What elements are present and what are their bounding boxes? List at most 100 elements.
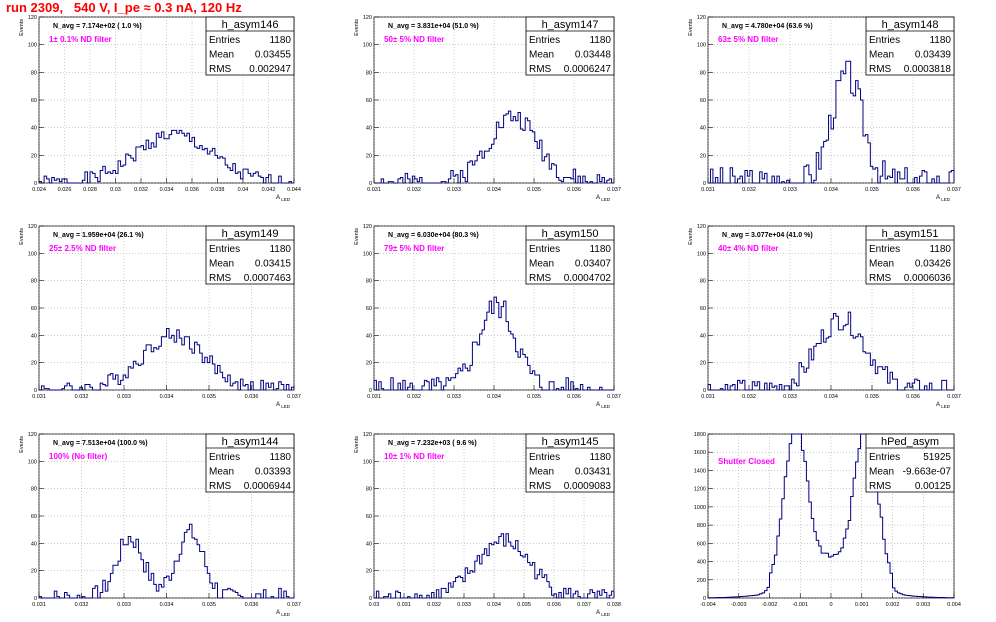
y-tick-label: 100 [697, 43, 706, 49]
stats-key: RMS [209, 64, 232, 75]
stats-value: 0.0009083 [564, 481, 612, 492]
y-tick-label: 0 [34, 181, 37, 187]
stats-value: 0.0006944 [244, 481, 292, 492]
filter-label: 25± 2.5% ND filter [49, 244, 116, 253]
x-axis-label: A LED [596, 195, 611, 202]
y-tick-label: 20 [700, 153, 706, 159]
stats-title: h_asym148 [882, 19, 939, 31]
y-tick-label: 120 [363, 224, 372, 230]
y-tick-label: 1000 [694, 505, 706, 511]
x-tick-label: 0.032 [134, 187, 148, 193]
x-tick-label: 0.034 [487, 602, 501, 608]
stats-key: Mean [209, 467, 234, 478]
stats-title: h_asym149 [222, 228, 279, 240]
filter-label: 10± 1% ND filter [384, 452, 444, 461]
x-tick-label: 0.04 [238, 187, 249, 193]
x-tick-label: 0.037 [947, 187, 961, 193]
x-tick-label: 0.03 [369, 602, 380, 608]
y-tick-label: 120 [363, 15, 372, 21]
x-tick-label: 0.003 [916, 602, 930, 608]
y-tick-label: 80 [31, 487, 37, 493]
navg-text: N_avg = 3.831e+04 (51.0 %) [388, 23, 479, 30]
navg-text: N_avg = 7.513e+04 (100.0 %) [53, 440, 148, 447]
y-tick-label: 0 [369, 596, 372, 602]
y-tick-label: 60 [366, 514, 372, 520]
stats-key: Mean [869, 259, 894, 270]
histogram-line [707, 311, 954, 391]
stats-box [525, 225, 615, 285]
stats-key: RMS [869, 481, 892, 492]
run-title: run 2309, 540 V, I_pe ≈ 0.3 nA, 120 Hz [6, 0, 242, 15]
stats-value: 1180 [929, 244, 951, 255]
x-tick-label: 0.032 [75, 602, 89, 608]
x-tick-label: 0.032 [407, 187, 421, 193]
x-tick-label: 0.032 [427, 602, 441, 608]
x-tick-label: 0.031 [701, 394, 715, 400]
x-tick-label: 0.037 [607, 394, 621, 400]
y-tick-label: 20 [366, 153, 372, 159]
y-tick-label: 60 [366, 306, 372, 312]
y-tick-label: 120 [363, 432, 372, 438]
y-axis-label: Events [19, 228, 25, 245]
y-tick-label: 80 [31, 70, 37, 76]
stats-title: h_asym147 [542, 19, 599, 31]
y-tick-label: 80 [366, 70, 372, 76]
x-tick-label: 0.031 [367, 187, 381, 193]
y-tick-label: 60 [700, 98, 706, 104]
x-tick-label: 0.032 [742, 187, 756, 193]
x-tick-label: 0.034 [824, 394, 838, 400]
x-tick-label: 0.038 [607, 602, 621, 608]
histogram-line [374, 110, 614, 184]
y-axis-label: Events [354, 228, 360, 245]
stats-key: Entries [869, 35, 900, 46]
y-tick-label: 40 [31, 126, 37, 132]
y-tick-label: 120 [697, 15, 706, 21]
histogram-line [707, 433, 955, 599]
y-tick-label: 0 [34, 388, 37, 394]
stats-key: Entries [209, 35, 240, 46]
stats-value: 0.03448 [575, 50, 612, 61]
x-tick-label: 0.033 [117, 394, 131, 400]
x-tick-label: 0.035 [517, 602, 531, 608]
y-axis-label: Events [688, 228, 694, 245]
stats-key: Entries [209, 452, 240, 463]
x-tick-label: 0.035 [202, 602, 216, 608]
x-tick-label: 0.033 [457, 602, 471, 608]
stats-value: 1180 [589, 244, 611, 255]
y-tick-label: 40 [700, 126, 706, 132]
y-tick-label: 100 [28, 251, 37, 257]
y-tick-label: 100 [363, 251, 372, 257]
stats-title: h_asym146 [222, 19, 279, 31]
y-tick-label: 1400 [694, 468, 706, 474]
stats-value: 0.03426 [915, 259, 952, 270]
stats-value: 0.03431 [575, 467, 612, 478]
y-tick-label: 0 [703, 181, 706, 187]
x-tick-label: 0.035 [527, 394, 541, 400]
x-tick-label: -0.001 [792, 602, 808, 608]
panel-h_asym144: 0.031 0.032 0.033 0.034 0.035 0.036 0.037 0 20 40… [19, 432, 301, 617]
stats-key: RMS [529, 64, 552, 75]
y-tick-label: 100 [28, 43, 37, 49]
navg-text: N_avg = 3.077e+04 (41.0 %) [722, 232, 813, 239]
stats-title: h_asym150 [542, 228, 599, 240]
x-tick-label: 0.036 [245, 602, 259, 608]
y-tick-label: 20 [31, 361, 37, 367]
stats-value: -9.663e-07 [903, 467, 952, 478]
x-tick-label: 0.001 [855, 602, 869, 608]
stats-key: Entries [529, 35, 560, 46]
x-tick-label: 0.033 [117, 602, 131, 608]
y-tick-label: 40 [31, 333, 37, 339]
stats-key: Entries [209, 244, 240, 255]
stats-value: 0.03439 [915, 50, 952, 61]
y-tick-label: 120 [697, 224, 706, 230]
y-tick-label: 800 [697, 523, 706, 529]
y-tick-label: 20 [700, 361, 706, 367]
filter-label: 1± 0.1% ND filter [49, 35, 112, 44]
stats-box [525, 16, 615, 76]
histogram-line [373, 296, 614, 391]
x-tick-label: -0.003 [731, 602, 747, 608]
x-tick-label: 0.032 [407, 394, 421, 400]
y-tick-label: 0 [34, 596, 37, 602]
x-tick-label: 0.033 [783, 187, 797, 193]
y-tick-label: 100 [363, 43, 372, 49]
